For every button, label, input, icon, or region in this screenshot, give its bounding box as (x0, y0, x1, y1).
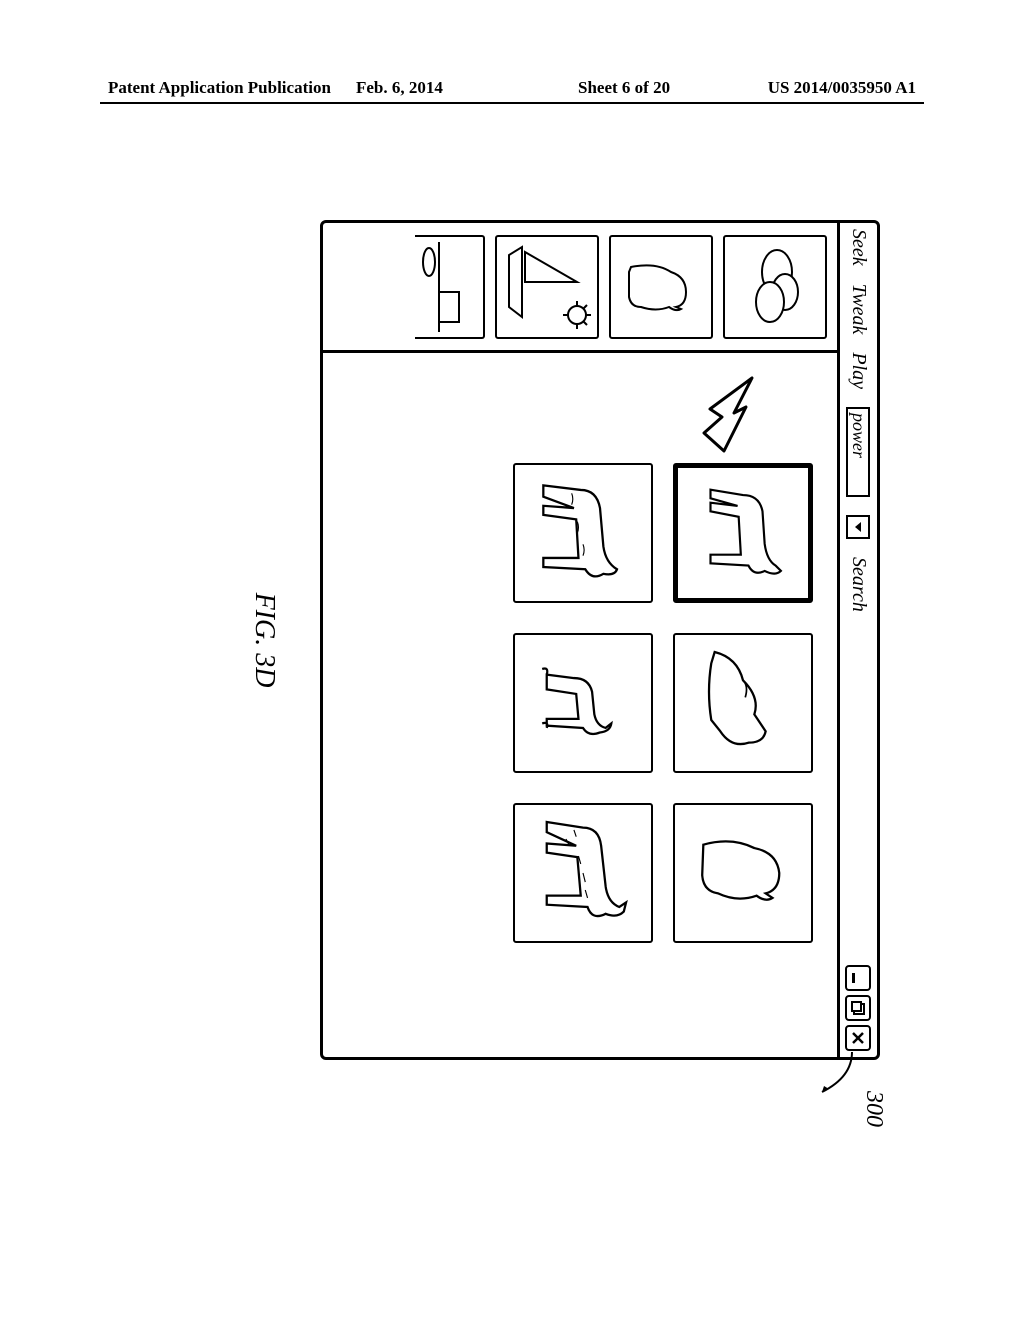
result-tile-5[interactable] (513, 633, 653, 773)
close-icon (851, 1030, 867, 1046)
menu-play[interactable]: Play (847, 352, 870, 389)
result-tile-1[interactable] (673, 463, 813, 603)
results-grid (513, 463, 813, 1017)
sidebar-thumb-clouds[interactable] (723, 235, 827, 339)
figure-caption: FIG. 3D (248, 593, 280, 688)
header-publication: Patent Application Publication (108, 78, 331, 98)
reference-numeral: 300 (860, 1091, 887, 1127)
search-dropdown-button[interactable] (847, 515, 871, 539)
sidebar (323, 223, 837, 353)
header-pubno: US 2014/0035950 A1 (768, 78, 916, 98)
sidebar-thumb-dog[interactable] (609, 235, 713, 339)
window-controls (846, 965, 872, 1051)
minimize-icon (851, 970, 867, 986)
dog-lying-icon (675, 635, 811, 771)
chevron-down-icon (853, 521, 865, 533)
header-date: Feb. 6, 2014 (356, 78, 443, 98)
result-tile-3[interactable] (673, 803, 813, 943)
header-sheet: Sheet 6 of 20 (578, 78, 670, 98)
clouds-icon (725, 237, 825, 337)
result-tile-2[interactable] (673, 633, 813, 773)
menu-tweak[interactable]: Tweak (847, 284, 870, 335)
dog-sitting-2-icon (675, 805, 811, 941)
title-bar: Seek Tweak Play power Search (837, 223, 877, 1057)
main-panel (323, 353, 837, 1057)
window-body (323, 223, 837, 1057)
dog-shepherd-icon (515, 805, 651, 941)
menu-seek[interactable]: Seek (847, 229, 870, 266)
dog-sitting-icon (611, 237, 711, 337)
dog-small-icon (515, 635, 651, 771)
maximize-icon (851, 1000, 867, 1016)
figure-3d: 300 Seek Tweak Play power Search (90, 270, 930, 1010)
dog-standing-icon (678, 468, 808, 598)
dog-retriever-icon (515, 465, 651, 601)
search-value: power (848, 413, 869, 458)
page-header: Patent Application Publication Feb. 6, 2… (108, 78, 916, 98)
sailboat-icon (497, 237, 597, 337)
app-window: 300 Seek Tweak Play power Search (320, 220, 880, 1060)
search-button[interactable]: Search (847, 557, 870, 612)
minimize-button[interactable] (846, 965, 872, 991)
landscape-icon (415, 237, 484, 337)
result-tile-6[interactable] (513, 803, 653, 943)
result-tile-4[interactable] (513, 463, 653, 603)
search-input[interactable]: power (847, 407, 871, 497)
selection-arrow-icon (702, 373, 762, 453)
sidebar-thumb-sailboat[interactable] (495, 235, 599, 339)
maximize-button[interactable] (846, 995, 872, 1021)
sidebar-thumb-landscape[interactable] (415, 235, 485, 339)
header-rule (100, 102, 924, 104)
